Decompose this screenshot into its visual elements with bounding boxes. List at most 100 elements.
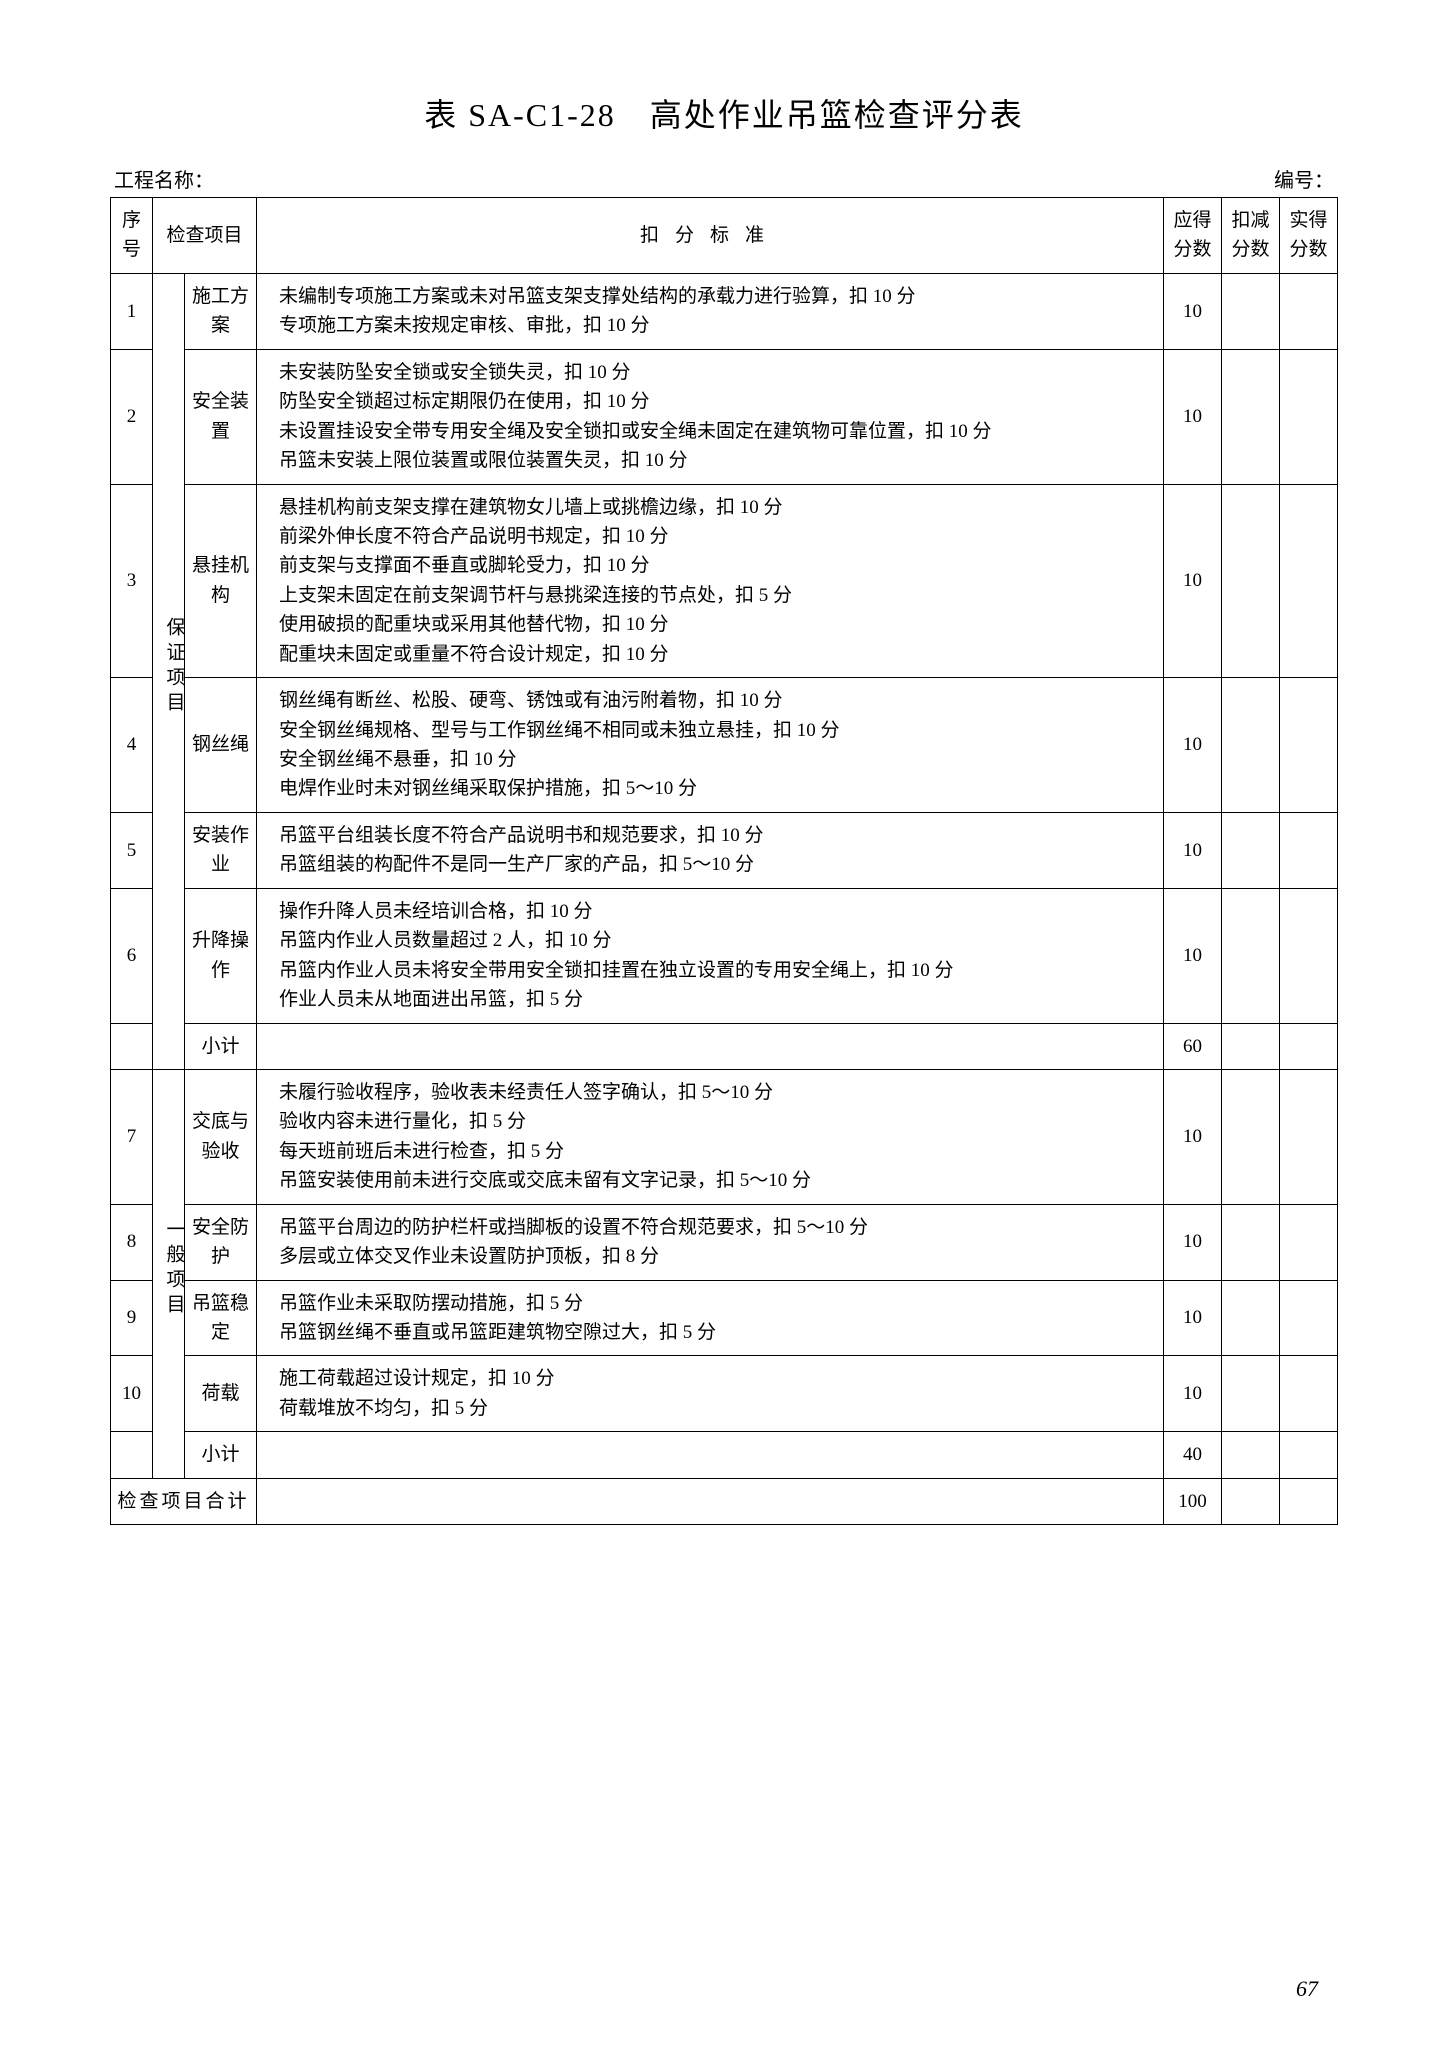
group-label: 一般项目 (153, 1069, 185, 1478)
header-actual: 实得分数 (1280, 198, 1338, 274)
actual-cell (1280, 1432, 1338, 1478)
criteria-cell: 未履行验收程序，验收表未经责任人签字确认，扣 5～10 分验收内容未进行量化，扣… (257, 1069, 1164, 1204)
max-score-cell: 10 (1164, 678, 1222, 813)
criteria-cell: 施工荷载超过设计规定，扣 10 分荷载堆放不均匀，扣 5 分 (257, 1356, 1164, 1432)
deduct-cell (1222, 1069, 1280, 1204)
item-cell: 荷载 (185, 1356, 257, 1432)
seq-cell (111, 1023, 153, 1069)
deduct-cell (1222, 812, 1280, 888)
criteria-line: 每天班前班后未进行检查，扣 5 分 (279, 1137, 1153, 1166)
scoring-table: 序号 检查项目 扣分标准 应得分数 扣减分数 实得分数 1保证项目施工方案未编制… (110, 197, 1338, 1525)
criteria-line: 防坠安全锁超过标定期限仍在使用，扣 10 分 (279, 387, 1153, 416)
criteria-line: 吊篮安装使用前未进行交底或交底未留有文字记录，扣 5～10 分 (279, 1166, 1153, 1195)
header-criteria: 扣分标准 (257, 198, 1164, 274)
criteria-line: 未编制专项施工方案或未对吊篮支架支撑处结构的承载力进行验算，扣 10 分 (279, 282, 1153, 311)
max-score-cell: 100 (1164, 1478, 1222, 1524)
actual-cell (1280, 1478, 1338, 1524)
item-cell: 安装作业 (185, 812, 257, 888)
criteria-line: 多层或立体交叉作业未设置防护顶板，扣 8 分 (279, 1242, 1153, 1271)
actual-cell (1280, 888, 1338, 1023)
criteria-cell (257, 1432, 1164, 1478)
actual-cell (1280, 1280, 1338, 1356)
seq-cell: 4 (111, 678, 153, 813)
criteria-line: 配重块未固定或重量不符合设计规定，扣 10 分 (279, 640, 1153, 669)
item-cell: 升降操作 (185, 888, 257, 1023)
max-score-cell: 10 (1164, 273, 1222, 349)
header-seq: 序号 (111, 198, 153, 274)
criteria-line: 未安装防坠安全锁或安全锁失灵，扣 10 分 (279, 358, 1153, 387)
subtotal-row: 小计40 (111, 1432, 1338, 1478)
deduct-cell (1222, 484, 1280, 678)
criteria-line: 钢丝绳有断丝、松股、硬弯、锈蚀或有油污附着物，扣 10 分 (279, 686, 1153, 715)
table-row: 8 安全防护吊篮平台周边的防护栏杆或挡脚板的设置不符合规范要求，扣 5～10 分多… (111, 1204, 1338, 1280)
seq-cell: 1 (111, 273, 153, 349)
criteria-cell (257, 1023, 1164, 1069)
header-deduct: 扣减分数 (1222, 198, 1280, 274)
item-cell: 安全防护 (185, 1204, 257, 1280)
criteria-line: 吊篮内作业人员未将安全带用安全锁扣挂置在独立设置的专用安全绳上，扣 10 分 (279, 956, 1153, 985)
page-title: 表 SA-C1-28 高处作业吊篮检查评分表 (110, 90, 1338, 136)
table-row: 7一般项目交底与验收未履行验收程序，验收表未经责任人签字确认，扣 5～10 分验… (111, 1069, 1338, 1204)
actual-cell (1280, 812, 1338, 888)
deduct-cell (1222, 1280, 1280, 1356)
criteria-line: 吊篮作业未采取防摆动措施，扣 5 分 (279, 1289, 1153, 1318)
seq-cell: 2 (111, 349, 153, 484)
item-cell: 悬挂机构 (185, 484, 257, 678)
seq-cell: 8 (111, 1204, 153, 1280)
actual-cell (1280, 1204, 1338, 1280)
table-row: 4钢丝绳钢丝绳有断丝、松股、硬弯、锈蚀或有油污附着物，扣 10 分安全钢丝绳规格… (111, 678, 1338, 813)
criteria-line: 吊篮未安装上限位装置或限位装置失灵，扣 10 分 (279, 446, 1153, 475)
actual-cell (1280, 1356, 1338, 1432)
actual-cell (1280, 678, 1338, 813)
table-row: 9 吊篮稳定吊篮作业未采取防摆动措施，扣 5 分吊篮钢丝绳不垂直或吊篮距建筑物空隙… (111, 1280, 1338, 1356)
criteria-line: 操作升降人员未经培训合格，扣 10 分 (279, 897, 1153, 926)
max-score-cell: 10 (1164, 1280, 1222, 1356)
max-score-cell: 10 (1164, 349, 1222, 484)
max-score-cell: 10 (1164, 1069, 1222, 1204)
max-score-cell: 60 (1164, 1023, 1222, 1069)
header-row: 序号 检查项目 扣分标准 应得分数 扣减分数 实得分数 (111, 198, 1338, 274)
criteria-line: 使用破损的配重块或采用其他替代物，扣 10 分 (279, 610, 1153, 639)
criteria-line: 吊篮内作业人员数量超过 2 人，扣 10 分 (279, 926, 1153, 955)
criteria-cell: 钢丝绳有断丝、松股、硬弯、锈蚀或有油污附着物，扣 10 分安全钢丝绳规格、型号与… (257, 678, 1164, 813)
seq-cell: 9 (111, 1280, 153, 1356)
group-label: 保证项目 (153, 273, 185, 1069)
criteria-line: 荷载堆放不均匀，扣 5 分 (279, 1394, 1153, 1423)
max-score-cell: 10 (1164, 812, 1222, 888)
criteria-line: 吊篮钢丝绳不垂直或吊篮距建筑物空隙过大，扣 5 分 (279, 1318, 1153, 1347)
criteria-line: 前支架与支撑面不垂直或脚轮受力，扣 10 分 (279, 551, 1153, 580)
seq-cell: 6 (111, 888, 153, 1023)
criteria-line: 吊篮组装的构配件不是同一生产厂家的产品，扣 5～10 分 (279, 850, 1153, 879)
total-row: 检查项目合计100 (111, 1478, 1338, 1524)
deduct-cell (1222, 349, 1280, 484)
table-row: 3 悬挂机构悬挂机构前支架支撑在建筑物女儿墙上或挑檐边缘，扣 10 分前梁外伸长度… (111, 484, 1338, 678)
header-check-item: 检查项目 (153, 198, 257, 274)
meta-row: 工程名称： 编号： (110, 164, 1338, 193)
seq-cell: 5 (111, 812, 153, 888)
actual-cell (1280, 484, 1338, 678)
criteria-cell: 吊篮作业未采取防摆动措施，扣 5 分吊篮钢丝绳不垂直或吊篮距建筑物空隙过大，扣 … (257, 1280, 1164, 1356)
max-score-cell: 10 (1164, 1204, 1222, 1280)
table-row: 10荷载施工荷载超过设计规定，扣 10 分荷载堆放不均匀，扣 5 分10 (111, 1356, 1338, 1432)
header-max-score: 应得分数 (1164, 198, 1222, 274)
max-score-cell: 10 (1164, 1356, 1222, 1432)
seq-cell (111, 1432, 153, 1478)
number-label: 编号： (1274, 164, 1334, 193)
item-cell: 安全装置 (185, 349, 257, 484)
item-cell: 吊篮稳定 (185, 1280, 257, 1356)
subtotal-label: 小计 (185, 1432, 257, 1478)
deduct-cell (1222, 1023, 1280, 1069)
criteria-cell: 未安装防坠安全锁或安全锁失灵，扣 10 分防坠安全锁超过标定期限仍在使用，扣 1… (257, 349, 1164, 484)
seq-cell: 7 (111, 1069, 153, 1204)
criteria-cell: 未编制专项施工方案或未对吊篮支架支撑处结构的承载力进行验算，扣 10 分专项施工… (257, 273, 1164, 349)
table-row: 5 安装作业吊篮平台组装长度不符合产品说明书和规范要求，扣 10 分吊篮组装的构配… (111, 812, 1338, 888)
actual-cell (1280, 1023, 1338, 1069)
criteria-line: 悬挂机构前支架支撑在建筑物女儿墙上或挑檐边缘，扣 10 分 (279, 493, 1153, 522)
criteria-line: 前梁外伸长度不符合产品说明书规定，扣 10 分 (279, 522, 1153, 551)
criteria-line: 吊篮平台周边的防护栏杆或挡脚板的设置不符合规范要求，扣 5～10 分 (279, 1213, 1153, 1242)
seq-cell: 3 (111, 484, 153, 678)
criteria-cell: 吊篮平台周边的防护栏杆或挡脚板的设置不符合规范要求，扣 5～10 分多层或立体交… (257, 1204, 1164, 1280)
criteria-cell: 吊篮平台组装长度不符合产品说明书和规范要求，扣 10 分吊篮组装的构配件不是同一… (257, 812, 1164, 888)
item-cell: 施工方案 (185, 273, 257, 349)
criteria-line: 专项施工方案未按规定审核、审批，扣 10 分 (279, 311, 1153, 340)
